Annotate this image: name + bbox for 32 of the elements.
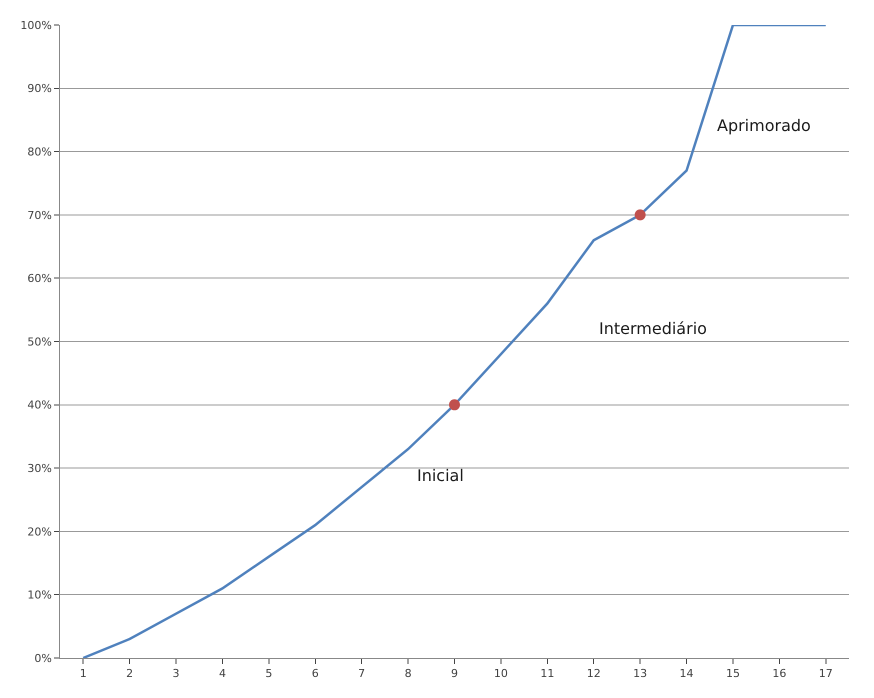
annotation: Inicial [417, 466, 464, 485]
x-tick-label: 15 [726, 667, 740, 680]
x-tick-label: 3 [172, 667, 180, 680]
x-tick-label: 2 [126, 667, 134, 680]
y-tick-label: 40% [27, 398, 52, 412]
y-tick-label: 80% [27, 145, 52, 158]
line-series [82, 25, 828, 658]
annotation: Aprimorado [717, 116, 811, 135]
y-tick-label: 0% [34, 652, 52, 665]
y-tick-label: 70% [27, 208, 52, 222]
y-tick-label: 100% [20, 18, 52, 32]
y-tick-label: 10% [27, 588, 52, 602]
x-tick-label: 5 [265, 667, 272, 680]
x-tick-label: 7 [358, 667, 366, 680]
y-tick-label: 50% [27, 335, 52, 348]
x-tick-label: 9 [451, 667, 458, 680]
x-tick-label: 12 [586, 667, 601, 680]
x-tick-label: 1 [80, 667, 87, 680]
y-tick-label: 20% [27, 525, 52, 538]
x-tick-label: 14 [680, 667, 694, 680]
y-tick-label: 90% [27, 82, 52, 96]
x-tick-label: 13 [633, 667, 648, 680]
annotation: Intermediário [599, 319, 707, 338]
x-tick-label: 8 [404, 667, 412, 680]
x-tick-label: 11 [540, 667, 554, 680]
x-tick-label: 4 [218, 667, 226, 680]
y-tick-label: 30% [27, 462, 52, 475]
y-tick-label: 60% [27, 272, 52, 286]
x-tick-label: 16 [772, 667, 786, 680]
x-tick-label: 6 [312, 667, 319, 680]
x-tick-label: 17 [818, 667, 833, 680]
x-tick-label: 10 [494, 667, 508, 680]
